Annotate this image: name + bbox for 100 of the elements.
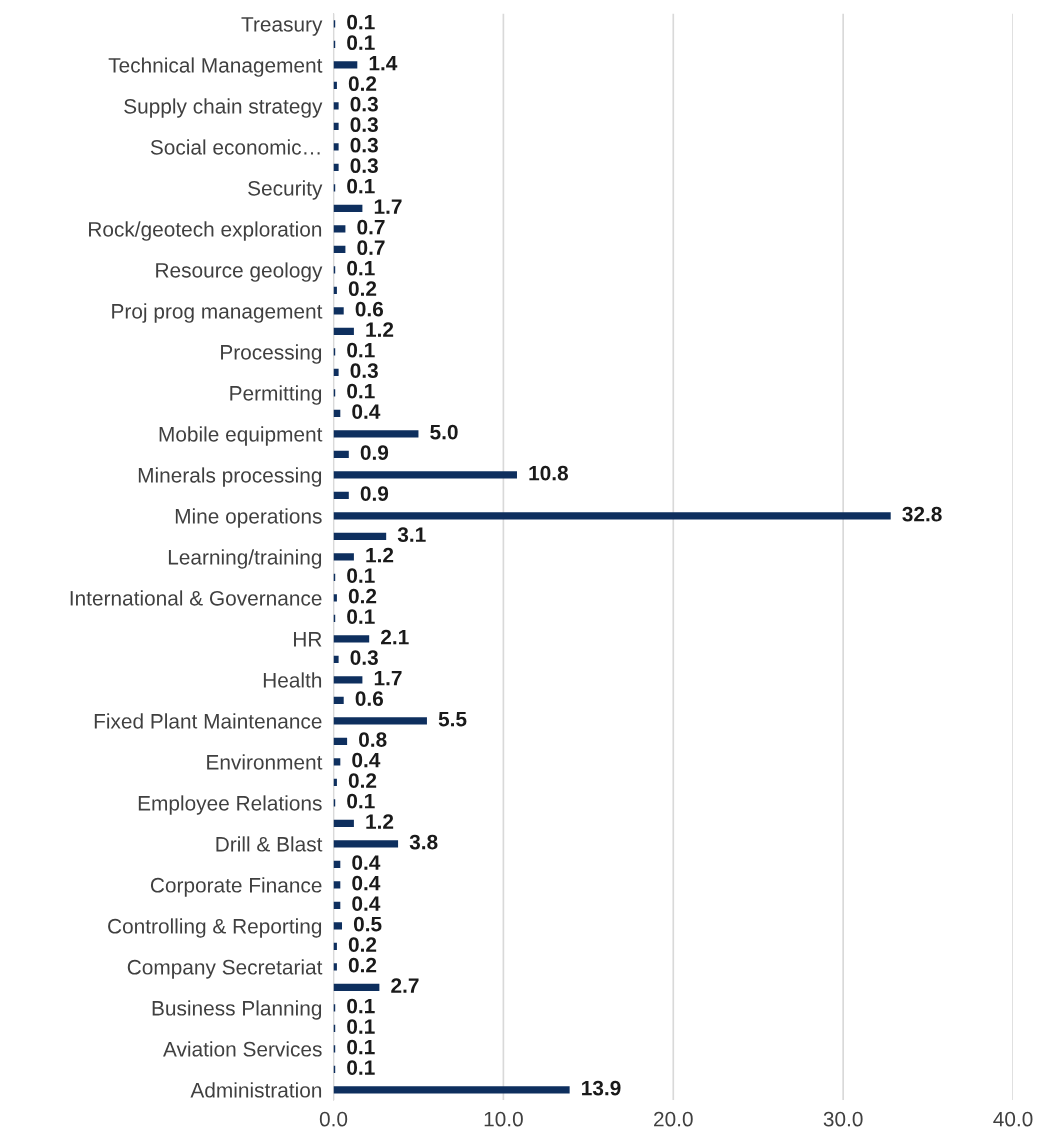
bar [333,532,387,540]
y-tick-label: Environment [207,754,323,770]
data-label: 5.5 [438,711,467,727]
data-label: 0.6 [355,301,384,317]
bar [333,737,348,745]
y-tick-label: Mobile equipment [159,426,323,446]
y-tick-label: International & Governance [70,590,322,606]
data-label: 0.1 [347,260,375,276]
data-label: 0.4 [352,855,381,870]
bar [333,983,380,991]
data-label: 0.3 [350,158,378,174]
data-label: 1.2 [366,547,394,563]
data-label: 0.7 [357,240,385,256]
bar [333,307,344,315]
y-tick-label: Aviation Services [163,1041,322,1057]
y-tick-label: Proj prog management [112,303,323,323]
y-tick-label: Corporate Finance [150,877,322,897]
data-label: 0.1 [347,568,375,583]
bar [333,922,343,930]
data-label: 0.3 [350,117,378,133]
data-label: 0.1 [347,609,375,624]
data-label: 5.0 [430,424,458,440]
data-label: 13.9 [582,1080,621,1096]
data-label: 0.3 [350,363,378,379]
y-tick-label: Minerals processing [138,467,322,487]
data-label: 2.7 [391,978,419,993]
data-label: 0.9 [360,445,389,460]
data-label: 0.5 [353,916,382,932]
data-label: 3.8 [409,834,438,850]
data-label: 0.7 [357,219,385,235]
bar [333,840,399,848]
data-label: 0.1 [347,342,375,358]
bar [333,327,354,335]
y-tick-label: Learning/training [168,549,322,569]
bar [333,102,339,110]
x-tick-label: 10.0 [484,1111,523,1127]
y-tick-label: HR [294,632,322,647]
y-tick-label: Resource geology [156,262,323,282]
data-label: 2.1 [381,629,409,645]
data-label: 0.1 [347,383,375,399]
x-tick-label: 40.0 [993,1111,1033,1127]
data-label: 1.2 [366,322,394,337]
bar [333,717,427,725]
x-tick-label: 0.0 [319,1111,348,1127]
data-label: 1.2 [366,814,394,829]
y-tick-label: Technical Management [108,57,323,77]
bar [333,163,339,172]
data-label: 0.1 [347,178,375,194]
bar [333,245,346,253]
data-label: 1.4 [369,55,398,71]
bar [333,512,891,520]
data-label: 0.1 [347,35,375,51]
bar [333,1086,570,1094]
data-label: 0.2 [348,773,377,788]
data-label: 0.3 [350,137,378,153]
bar [333,450,349,458]
y-tick-label: Processing [221,344,322,364]
bar [333,553,354,561]
data-label: 0.3 [350,96,378,112]
y-tick-label: Business Planning [152,1000,322,1020]
bar [333,430,419,438]
y-tick-label: Rock/geotech exploration [89,221,322,241]
bar [333,696,344,704]
data-label: 0.6 [355,691,384,706]
data-label: 1.7 [374,670,402,686]
data-label: 0.1 [347,1039,375,1055]
data-label: 0.4 [352,896,381,911]
data-label: 10.8 [529,465,569,481]
bar [333,122,339,131]
data-label: 0.3 [350,650,378,665]
bar [333,368,339,376]
y-tick-label: Fixed Plant Maintenance [94,713,322,729]
y-tick-label: Supply chain strategy [124,98,323,118]
y-tick-label: Controlling & Reporting [108,918,322,938]
bar [333,471,517,479]
bar [333,225,346,233]
data-label: 0.4 [352,752,381,768]
data-label: 0.2 [348,937,377,952]
bar [333,635,370,643]
data-label: 0.1 [347,14,375,30]
y-tick-label: Company Secretariat [127,959,323,979]
data-label: 0.1 [347,793,375,809]
y-tick-label: Mine operations [175,508,322,528]
bar [333,143,339,151]
data-label: 0.2 [348,588,377,604]
data-label: 3.1 [397,527,426,543]
data-label: 1.7 [374,199,402,214]
data-label: 0.2 [348,76,377,92]
data-label: 32.8 [902,506,942,522]
y-tick-label: Social economic… [150,139,320,155]
data-label: 0.2 [348,957,377,973]
y-tick-label: Health [263,672,322,688]
data-label: 0.1 [347,1060,375,1075]
bar [333,819,354,827]
y-tick-label: Administration [190,1082,322,1098]
bar [333,676,363,684]
data-label: 0.1 [347,1019,375,1034]
bar [333,491,349,499]
y-tick-label: Employee Relations [138,795,322,815]
y-tick-label: Treasury [241,17,323,36]
